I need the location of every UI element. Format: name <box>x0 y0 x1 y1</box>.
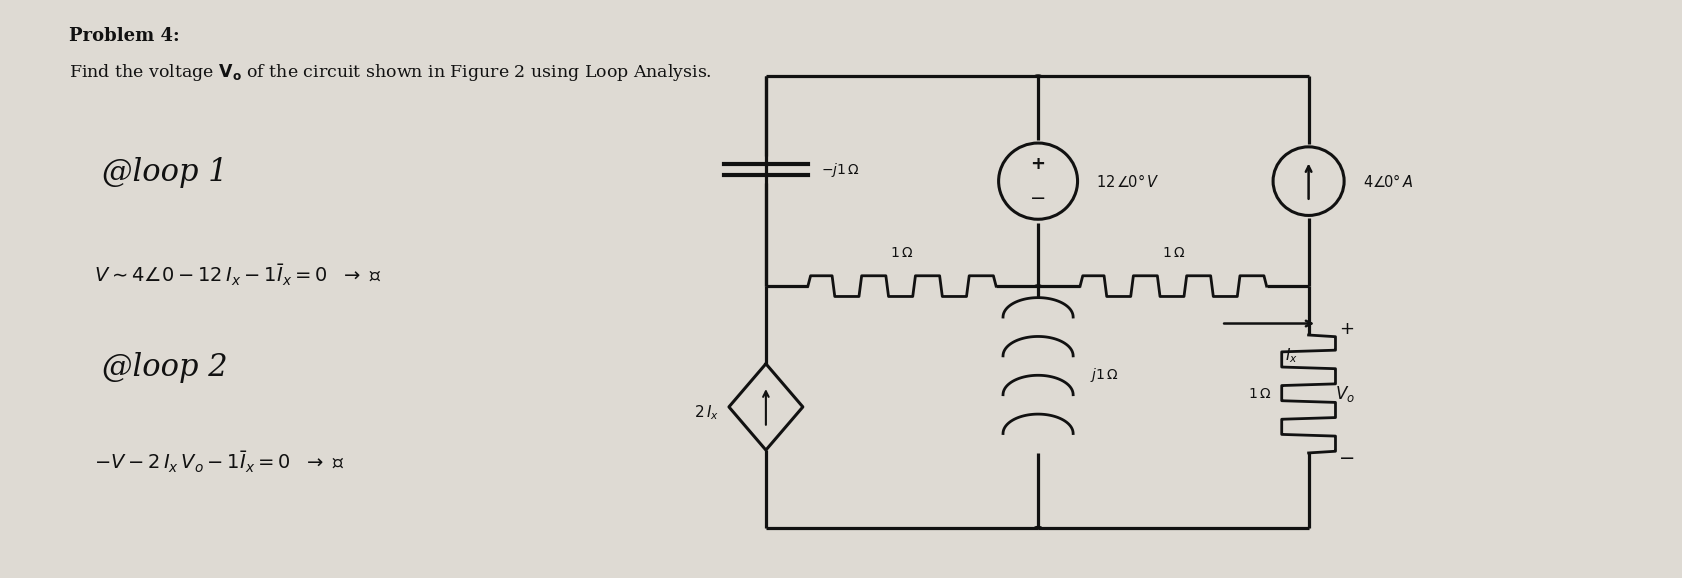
Text: $j1\,\Omega$: $j1\,\Omega$ <box>1090 366 1119 384</box>
Text: $12\,\angle\!0°\,V$: $12\,\angle\!0°\,V$ <box>1095 173 1159 190</box>
Text: Find the voltage $\mathbf{V_o}$ of the circuit shown in Figure 2 using Loop Anal: Find the voltage $\mathbf{V_o}$ of the c… <box>69 62 711 83</box>
Text: $-V - 2\,I_x\,V_o - 1\bar{I}_x = 0$  $\rightarrow$ ②: $-V - 2\,I_x\,V_o - 1\bar{I}_x = 0$ $\ri… <box>94 450 345 475</box>
Circle shape <box>1034 527 1041 529</box>
Text: −: − <box>1029 189 1046 208</box>
Text: $4\angle\!0°\,A$: $4\angle\!0°\,A$ <box>1362 173 1411 190</box>
Circle shape <box>1034 75 1041 77</box>
Text: $-j1\,\Omega$: $-j1\,\Omega$ <box>821 161 860 179</box>
Text: @loop 1: @loop 1 <box>103 157 227 188</box>
Text: $V_o$: $V_o$ <box>1336 384 1354 404</box>
Text: @loop 2: @loop 2 <box>103 352 227 383</box>
Circle shape <box>1034 285 1041 287</box>
Text: $1\,\Omega$: $1\,\Omega$ <box>890 246 913 260</box>
Text: +: + <box>1029 155 1045 173</box>
Text: $V{\sim}4\angle0 - 12\,I_x - 1\bar{I}_x = 0$  $\rightarrow$ ①: $V{\sim}4\angle0 - 12\,I_x - 1\bar{I}_x … <box>94 263 382 288</box>
Text: +: + <box>1339 320 1352 338</box>
Text: $I_x$: $I_x$ <box>1285 347 1297 365</box>
Text: Problem 4:: Problem 4: <box>69 27 178 45</box>
Text: $1\,\Omega$: $1\,\Omega$ <box>1161 246 1184 260</box>
Text: $1\,\Omega$: $1\,\Omega$ <box>1248 387 1272 401</box>
Text: −: − <box>1339 449 1354 468</box>
Text: $2\,I_x$: $2\,I_x$ <box>693 403 718 422</box>
